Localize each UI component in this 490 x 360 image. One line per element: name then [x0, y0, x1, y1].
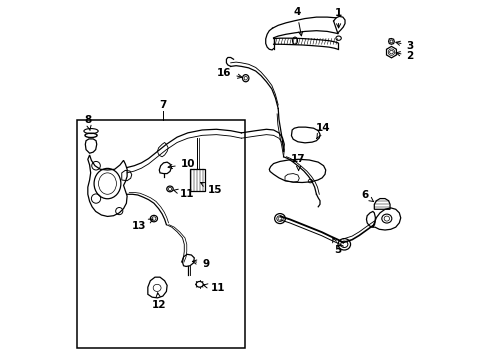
Text: 14: 14	[316, 123, 330, 139]
Bar	[190, 169, 205, 192]
Text: 7: 7	[159, 100, 167, 111]
Text: 8: 8	[84, 115, 92, 131]
Text: 6: 6	[361, 190, 373, 202]
Text: 9: 9	[193, 258, 209, 269]
Text: 15: 15	[200, 183, 222, 195]
Text: 13: 13	[132, 219, 153, 231]
Text: 5: 5	[333, 238, 342, 255]
Text: 16: 16	[217, 68, 242, 78]
Text: 11: 11	[174, 189, 195, 199]
Text: 11: 11	[203, 283, 225, 293]
Text: 4: 4	[293, 7, 303, 36]
Text: 3: 3	[396, 41, 414, 51]
Text: 17: 17	[291, 154, 306, 170]
Text: 12: 12	[152, 293, 167, 310]
Text: 1: 1	[335, 8, 342, 28]
Text: 10: 10	[168, 159, 195, 169]
Text: 2: 2	[396, 51, 414, 61]
